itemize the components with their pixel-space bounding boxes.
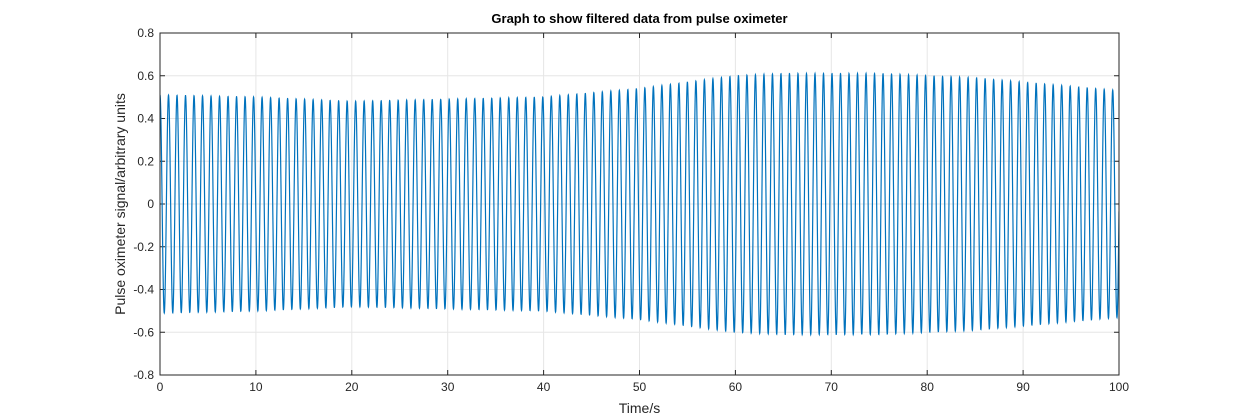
y-tick-label: 0 bbox=[147, 197, 154, 211]
x-tick-label: 100 bbox=[1109, 380, 1129, 394]
y-axis-label: Pulse oximeter signal/arbitrary units bbox=[112, 93, 128, 315]
x-tick-label: 20 bbox=[345, 380, 359, 394]
x-axis-label: Time/s bbox=[619, 400, 660, 416]
y-tick-label: 0.6 bbox=[137, 69, 154, 83]
y-tick-label: -0.4 bbox=[133, 283, 154, 297]
chart-title: Graph to show filtered data from pulse o… bbox=[491, 11, 787, 26]
x-tick-label: 70 bbox=[825, 380, 839, 394]
y-tick-label: 0.8 bbox=[137, 26, 154, 40]
plot-box bbox=[159, 32, 1120, 376]
x-tick-label: 80 bbox=[921, 380, 935, 394]
x-tick-label: 30 bbox=[441, 380, 455, 394]
x-tick-label: 90 bbox=[1016, 380, 1030, 394]
y-tick-label: -0.8 bbox=[133, 368, 154, 382]
y-tick-label: 0.2 bbox=[137, 154, 154, 168]
x-tick-label: 40 bbox=[537, 380, 551, 394]
y-tick-label: -0.2 bbox=[133, 240, 154, 254]
x-axis-ticks: 0 10 20 30 40 50 60 70 80 90 100 bbox=[157, 33, 1129, 394]
y-axis-ticks: -0.8 -0.6 -0.4 -0.2 0 0.2 0.4 0.6 0.8 bbox=[133, 26, 1119, 382]
signal-line bbox=[160, 71, 1119, 337]
x-tick-label: 60 bbox=[729, 380, 743, 394]
x-tick-label: 0 bbox=[157, 380, 164, 394]
x-tick-label: 10 bbox=[249, 380, 263, 394]
y-tick-label: 0.4 bbox=[137, 112, 154, 126]
y-tick-label: -0.6 bbox=[133, 325, 154, 339]
x-tick-label: 50 bbox=[633, 380, 647, 394]
